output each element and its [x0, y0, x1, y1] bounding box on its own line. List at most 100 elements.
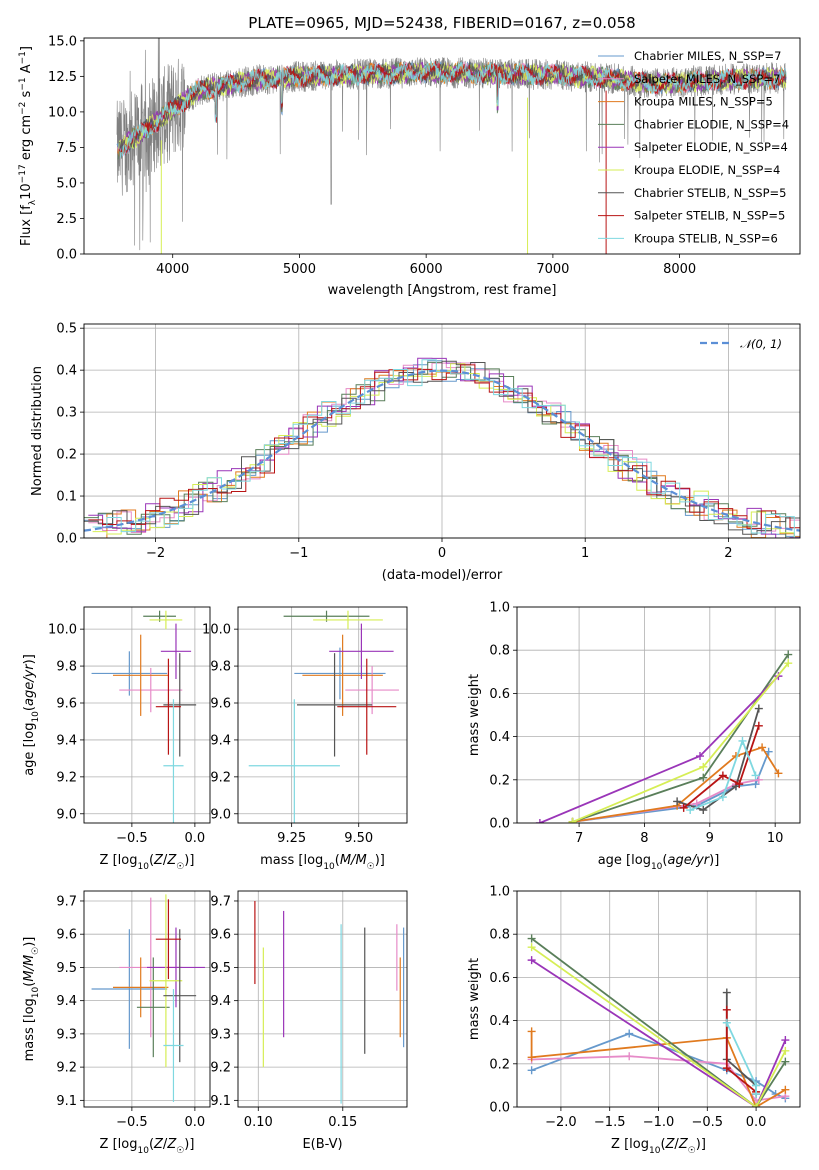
axes-frame — [237, 606, 408, 824]
y-tick-label: 0.2 — [56, 448, 77, 463]
weight-point — [527, 1053, 536, 1062]
y-tick-label: 10.0 — [202, 623, 231, 638]
weight-point — [527, 1027, 536, 1036]
y-axis-label: age [log10(age/yr)] — [22, 654, 41, 776]
weight-line-8 — [689, 738, 757, 811]
weight-point — [738, 736, 747, 745]
x-axis-label: Z [log10(Z/Z☉)] — [100, 853, 195, 872]
weight-line-3 — [572, 653, 789, 823]
y-tick-label: 12.5 — [48, 70, 77, 85]
legend-label: Chabrier ELODIE, N_SSP=4 — [634, 117, 789, 131]
chart-title: PLATE=0965, MJD=52438, FIBERID=0167, z=0… — [248, 14, 635, 32]
y-tick-label: 9.0 — [210, 807, 231, 822]
weight-point — [751, 780, 760, 789]
x-tick-label: 1 — [581, 546, 589, 561]
model-spectrum-8 — [119, 60, 787, 158]
x-tick-label: −2 — [146, 546, 165, 561]
x-tick-label: −1 — [289, 546, 308, 561]
weight-point — [781, 1046, 790, 1055]
y-tick-label: 0.3 — [56, 406, 77, 421]
axes-frame — [83, 606, 211, 824]
histogram-plot-area — [84, 357, 800, 538]
weight-point — [673, 797, 682, 806]
weight-point — [527, 1066, 536, 1075]
y-tick-label: 9.1 — [56, 1094, 77, 1109]
axes-frame — [516, 890, 801, 1108]
weight-line-7 — [683, 725, 760, 809]
x-tick-label: 7 — [575, 831, 583, 846]
x-tick-label: −0.5 — [692, 1115, 724, 1130]
weight-plot-area-4 — [535, 650, 793, 823]
axes-frame — [516, 606, 801, 824]
x-axis-label: E(B-V) — [302, 1137, 342, 1152]
legend-label: Chabrier STELIB, N_SSP=5 — [634, 186, 786, 200]
legend-label: 𝒩(0, 1) — [740, 337, 782, 351]
x-tick-label: −1.5 — [594, 1115, 626, 1130]
y-axis-label: mass weight — [467, 674, 482, 756]
x-tick-label: 9 — [706, 831, 714, 846]
axes-frame — [83, 890, 211, 1108]
y-axis-label: mass [log10(M/M☉)] — [22, 937, 41, 1062]
y-tick-label: 10.0 — [48, 623, 77, 638]
weight-line-3 — [531, 937, 787, 1107]
x-axis-label: Z [log10(Z/Z☉)] — [611, 1137, 706, 1156]
weight-point — [679, 803, 688, 812]
y-tick-label: 1.0 — [489, 885, 510, 900]
y-tick-label: 9.4 — [210, 733, 231, 748]
y-tick-label: 9.2 — [210, 770, 231, 785]
y-tick-label: 0.0 — [489, 817, 510, 832]
weight-point — [527, 956, 536, 965]
x-tick-label: 0.10 — [244, 1115, 273, 1130]
x-tick-label: 0 — [438, 546, 446, 561]
spectrum-plot-area — [116, 38, 787, 254]
x-tick-label: −0.5 — [116, 1115, 148, 1130]
legend-label: Salpeter STELIB, N_SSP=5 — [634, 209, 785, 223]
legend-label: Salpeter MILES, N_SSP=7 — [634, 72, 780, 86]
axes-frame — [83, 37, 801, 255]
x-axis-label: mass [log10(M/M☉)] — [260, 853, 385, 872]
weight-point — [696, 752, 705, 761]
x-tick-label: −1.0 — [643, 1115, 675, 1130]
x-tick-label: 0.0 — [185, 1115, 206, 1130]
weight-point — [774, 769, 783, 778]
axes-frame — [237, 890, 408, 1108]
y-tick-label: 0.5 — [56, 322, 77, 337]
weight-point — [722, 1064, 731, 1073]
weight-point — [722, 1018, 731, 1027]
x-tick-label: 4000 — [156, 262, 189, 277]
weight-point — [718, 771, 727, 780]
y-tick-label: 9.4 — [56, 994, 77, 1009]
weight-line-1 — [572, 778, 759, 823]
errorbar-plot-area-2 — [91, 610, 197, 823]
weight-point — [527, 943, 536, 952]
normal-reference-curve — [84, 369, 800, 532]
x-tick-label: 8 — [640, 831, 648, 846]
weight-point — [781, 1036, 790, 1045]
y-tick-label: 9.2 — [210, 1061, 231, 1076]
y-axis-label: Flux [fλ10−17 erg cm−2 s−1 A−1] — [18, 46, 38, 246]
weight-point — [752, 1081, 761, 1090]
y-tick-label: 9.3 — [56, 1027, 77, 1042]
weight-plot-area-7 — [527, 934, 790, 1107]
weight-point — [754, 721, 763, 730]
weight-point — [535, 819, 544, 823]
y-axis-label: Normed distribution — [30, 366, 45, 496]
weight-point — [692, 799, 701, 808]
weight-line-5 — [572, 662, 789, 823]
weight-point — [722, 1005, 731, 1014]
weight-point — [781, 1085, 790, 1094]
y-tick-label: 5.0 — [56, 176, 77, 191]
weight-point — [754, 704, 763, 713]
y-tick-label: 7.5 — [56, 141, 77, 156]
weight-point — [699, 762, 708, 771]
y-tick-label: 9.6 — [210, 928, 231, 943]
y-tick-label: 9.6 — [56, 928, 77, 943]
x-tick-label: 0.0 — [746, 1115, 767, 1130]
errorbar-plot-area-6 — [254, 900, 405, 1104]
y-axis-label: mass weight — [467, 958, 482, 1040]
x-axis-label: wavelength [Angstrom, rest frame] — [328, 283, 557, 298]
y-tick-label: 0.0 — [56, 248, 77, 263]
x-tick-label: 0.0 — [185, 831, 206, 846]
y-tick-label: 9.2 — [56, 1061, 77, 1076]
